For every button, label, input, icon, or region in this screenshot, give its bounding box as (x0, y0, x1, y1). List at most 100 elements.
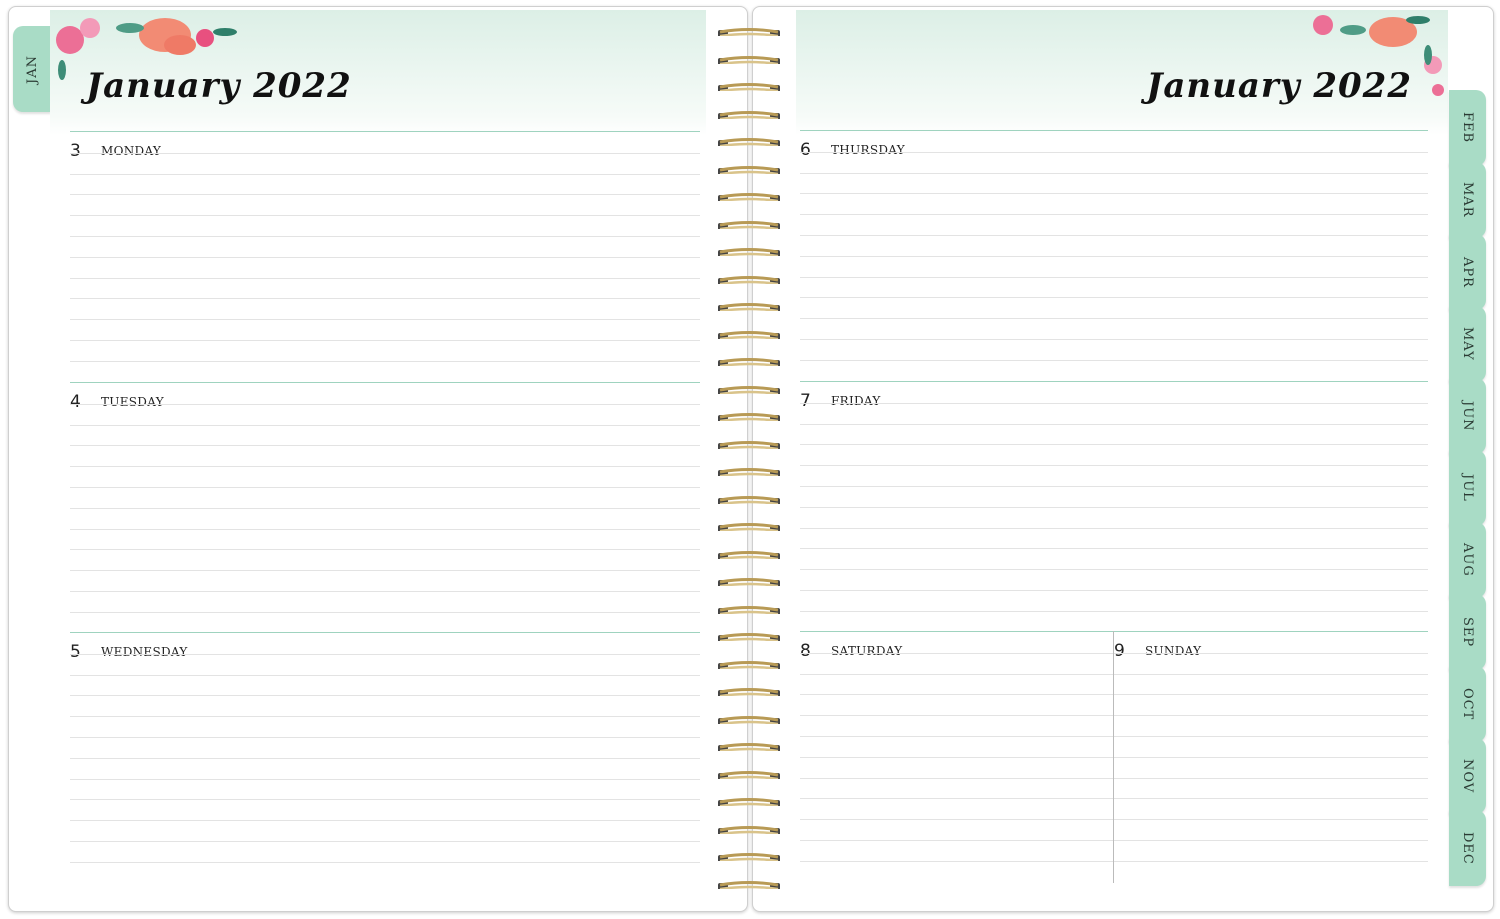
writing-line[interactable] (800, 339, 1428, 340)
writing-line[interactable] (70, 528, 700, 530)
writing-line[interactable] (800, 548, 1428, 550)
writing-line[interactable] (800, 214, 1428, 216)
writing-line[interactable] (70, 778, 700, 780)
writing-line[interactable] (70, 570, 700, 572)
writing-line[interactable] (70, 487, 700, 488)
writing-line[interactable] (70, 861, 700, 863)
writing-line[interactable] (800, 590, 1428, 591)
tab-dec[interactable]: DEC (1449, 810, 1486, 886)
writing-line[interactable] (70, 611, 700, 613)
writing-line[interactable] (800, 569, 1428, 571)
writing-line[interactable] (70, 507, 700, 509)
writing-line[interactable] (70, 799, 700, 801)
writing-line[interactable] (1114, 715, 1428, 717)
spiral-coil (718, 798, 780, 806)
writing-line[interactable] (70, 319, 700, 321)
writing-line[interactable] (70, 298, 700, 300)
writing-line[interactable] (70, 424, 700, 426)
writing-line[interactable] (800, 527, 1428, 529)
writing-line[interactable] (800, 736, 1114, 737)
writing-line[interactable] (800, 297, 1428, 299)
writing-line[interactable] (800, 444, 1428, 446)
writing-line[interactable] (70, 820, 700, 822)
writing-line[interactable] (800, 756, 1114, 758)
writing-line[interactable] (70, 466, 700, 468)
writing-line[interactable] (70, 194, 700, 196)
writing-line[interactable] (70, 173, 700, 175)
writing-line[interactable] (1114, 736, 1428, 737)
writing-line[interactable] (70, 737, 700, 738)
writing-line[interactable] (1114, 798, 1428, 800)
writing-line[interactable] (70, 360, 700, 362)
writing-line[interactable] (1114, 673, 1428, 675)
spiral-coil (718, 743, 780, 751)
tab-aug[interactable]: AUG (1449, 522, 1486, 598)
writing-line[interactable] (800, 151, 1428, 153)
writing-line[interactable] (1114, 777, 1428, 779)
writing-line[interactable] (800, 715, 1114, 717)
writing-line[interactable] (70, 256, 700, 258)
writing-line[interactable] (800, 486, 1428, 487)
tab-may[interactable]: MAY (1449, 306, 1486, 382)
writing-line[interactable] (800, 359, 1428, 361)
tab-nov[interactable]: NOV (1449, 738, 1486, 814)
writing-line[interactable] (70, 445, 700, 447)
writing-line[interactable] (70, 277, 700, 279)
writing-line[interactable] (800, 172, 1428, 174)
tab-feb[interactable]: FEB (1449, 90, 1486, 166)
writing-line[interactable] (800, 465, 1428, 467)
writing-line[interactable] (70, 215, 700, 217)
writing-line[interactable] (800, 276, 1428, 278)
writing-line[interactable] (800, 318, 1428, 320)
writing-line[interactable] (800, 819, 1114, 821)
writing-line[interactable] (1114, 756, 1428, 758)
writing-line[interactable] (800, 235, 1428, 236)
writing-line[interactable] (70, 591, 700, 592)
spiral-coil (718, 578, 780, 586)
writing-line[interactable] (70, 236, 700, 237)
writing-line[interactable] (70, 340, 700, 341)
writing-line[interactable] (1114, 860, 1428, 862)
writing-line[interactable] (70, 152, 700, 154)
writing-line[interactable] (800, 840, 1114, 841)
writing-line[interactable] (800, 506, 1428, 508)
tab-oct[interactable]: OCT (1449, 666, 1486, 742)
writing-line[interactable] (800, 423, 1428, 425)
tab-label: JUN (1460, 400, 1475, 432)
writing-line[interactable] (800, 798, 1114, 800)
writing-line[interactable] (70, 695, 700, 697)
tab-apr[interactable]: APR (1449, 234, 1486, 310)
left-sheet: January 2022 3 MONDAY 4 TUESDAY 5 WEDNESDAY (50, 10, 706, 905)
writing-line[interactable] (800, 193, 1428, 195)
writing-line[interactable] (70, 403, 700, 405)
writing-line[interactable] (800, 673, 1114, 675)
writing-line[interactable] (1114, 819, 1428, 821)
writing-line[interactable] (70, 674, 700, 676)
writing-line[interactable] (70, 716, 700, 718)
spiral-coil (718, 550, 780, 559)
writing-line[interactable] (70, 549, 700, 551)
tab-label: SEP (1460, 616, 1475, 648)
tab-jun[interactable]: JUN (1449, 378, 1486, 454)
writing-line[interactable] (800, 652, 1114, 654)
spiral-coil (718, 413, 780, 421)
writing-line[interactable] (70, 841, 700, 842)
writing-line[interactable] (1114, 652, 1428, 654)
writing-line[interactable] (800, 255, 1428, 257)
writing-line[interactable] (1114, 840, 1428, 841)
tab-sep[interactable]: SEP (1449, 594, 1486, 670)
writing-line[interactable] (800, 402, 1428, 404)
day-number: 4 (70, 392, 81, 412)
writing-line[interactable] (1114, 694, 1428, 696)
tab-jan[interactable]: JAN (13, 26, 51, 112)
writing-line[interactable] (800, 694, 1114, 696)
spiral-coil (718, 523, 780, 531)
spiral-coil (718, 853, 780, 861)
writing-line[interactable] (70, 653, 700, 655)
writing-line[interactable] (70, 757, 700, 759)
writing-line[interactable] (800, 610, 1428, 612)
writing-line[interactable] (800, 777, 1114, 779)
tab-mar[interactable]: MAR (1449, 162, 1486, 238)
tab-jul[interactable]: JUL (1449, 450, 1486, 526)
writing-line[interactable] (800, 860, 1114, 862)
